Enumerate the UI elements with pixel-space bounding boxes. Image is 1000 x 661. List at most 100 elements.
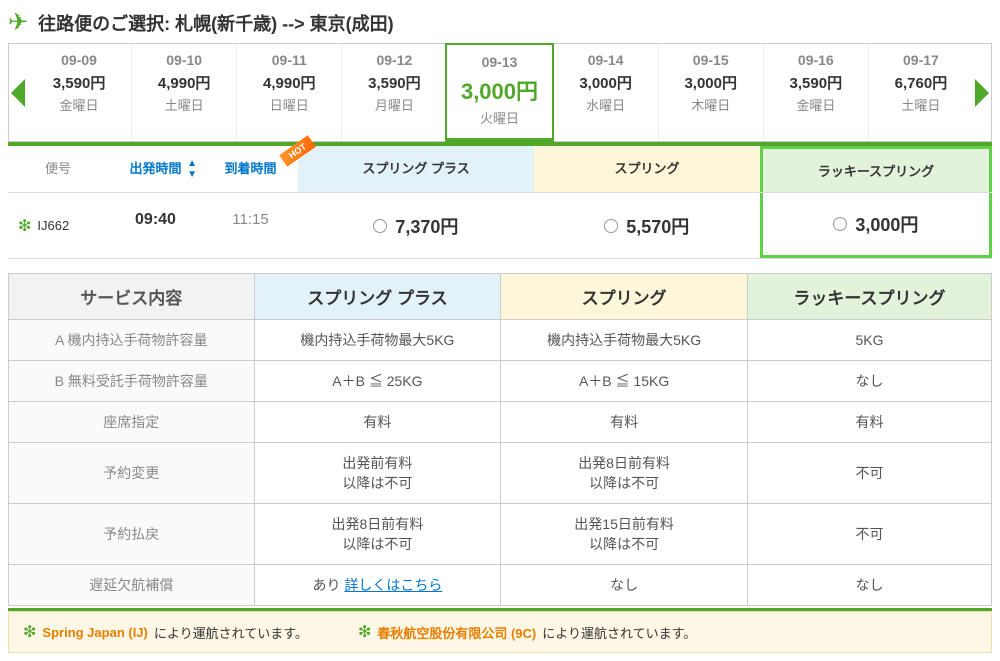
date-dow: 月曜日 (344, 95, 444, 114)
table-row: 予約払戻出発8日前有料以降は不可出発15日前有料以降は不可不可 (9, 504, 992, 565)
svc-lucky: 5KG (747, 320, 991, 361)
col-flight-no: 便号 (8, 146, 108, 192)
fare-plus[interactable]: 7,370円 (298, 193, 534, 258)
date-label: 09-17 (871, 52, 971, 68)
operator-ij: ❇ Spring Japan (IJ) により運航されています。 (23, 622, 308, 642)
date-price: 3,590円 (344, 72, 444, 93)
table-row: B 無料受託手荷物許容量A＋B ≦ 25KGA＋B ≦ 15KGなし (9, 361, 992, 402)
sort-indicator-icon: ▲▼ (187, 158, 197, 180)
svc-label: 遅延欠航補償 (9, 565, 255, 606)
date-label: 09-16 (766, 52, 866, 68)
svc-spring: なし (501, 565, 748, 606)
svc-spring: 有料 (501, 402, 748, 443)
svc-spring: 出発15日前有料以降は不可 (501, 504, 748, 565)
svc-lucky: 有料 (747, 402, 991, 443)
col-spring-plus: HOT スプリング プラス (298, 146, 534, 192)
detail-link[interactable]: 詳しくはこちら (344, 577, 442, 593)
date-cell[interactable]: 09-143,000円水曜日 (553, 44, 658, 141)
operator-name: Spring Japan (IJ) (42, 625, 147, 640)
svc-lucky: なし (747, 565, 991, 606)
date-cell[interactable]: 09-17 6,760円土曜日 (868, 44, 973, 141)
flight-departure: 09:40 (108, 193, 203, 258)
svc-plus: A＋B ≦ 25KG (254, 361, 501, 402)
operator-9c: ❇ 春秋航空股份有限公司 (9C) により運航されています。 (358, 622, 696, 642)
route-prefix: 往路便のご選択: (38, 14, 170, 34)
date-dow: 金曜日 (766, 95, 866, 114)
prev-dates-arrow[interactable] (9, 44, 27, 141)
date-label: 09-09 (29, 52, 129, 68)
leaf-icon: ❇ (23, 622, 36, 642)
fare-plus-price: 7,370円 (395, 213, 458, 239)
route-to: 東京(成田) (310, 14, 394, 34)
date-price: 3,590円 (766, 72, 866, 93)
date-price: 3,590円 (29, 72, 129, 93)
operator-suffix: により運航されています。 (154, 623, 308, 642)
svc-spring: 機内持込手荷物最大5KG (501, 320, 748, 361)
date-cell[interactable]: 09-104,990円土曜日 (131, 44, 236, 141)
table-row: 遅延欠航補償あり 詳しくはこちらなしなし (9, 565, 992, 606)
fare-lucky[interactable]: 3,000円 (760, 193, 992, 258)
svc-lucky: 不可 (747, 504, 991, 565)
col-departure[interactable]: 出発時間 ▲▼ (108, 146, 203, 192)
date-label: 09-13 (449, 54, 549, 70)
date-selector: 09-093,590円金曜日09-104,990円土曜日09-114,990円日… (8, 43, 992, 142)
date-dow: 土曜日 (134, 95, 234, 114)
date-dow: 日曜日 (239, 95, 339, 114)
date-label: 09-12 (344, 52, 444, 68)
date-dow: 火曜日 (449, 108, 549, 127)
flight-code-cell: ❇IJ662 (8, 193, 108, 258)
svc-col-plus: スプリング プラス (254, 274, 501, 320)
date-price: 3,000円 (556, 72, 656, 93)
date-price: 4,990円 (134, 72, 234, 93)
next-dates-arrow[interactable] (973, 44, 991, 141)
svc-label: 予約払戻 (9, 504, 255, 565)
date-cell[interactable]: 09-114,990円日曜日 (236, 44, 341, 141)
leaf-icon: ❇ (358, 622, 371, 642)
date-label: 09-15 (661, 52, 761, 68)
flight-code: IJ662 (37, 218, 69, 233)
svc-col-spring: スプリング (501, 274, 748, 320)
svc-label: 予約変更 (9, 443, 255, 504)
date-price: 3,000円 (449, 74, 549, 106)
date-cell[interactable]: 09-13 3,000円火曜日 (445, 43, 553, 142)
date-cell[interactable]: 09-09 3,590円金曜日 (27, 44, 131, 141)
svc-spring: A＋B ≦ 15KG (501, 361, 748, 402)
date-cell[interactable]: 09-16 3,590円金曜日 (763, 44, 868, 141)
table-row: 座席指定有料有料有料 (9, 402, 992, 443)
svc-plus: 出発8日前有料以降は不可 (254, 504, 501, 565)
date-price: 4,990円 (239, 72, 339, 93)
svc-header: サービス内容 (9, 274, 255, 320)
flight-arrival: 11:15 (203, 193, 298, 258)
date-label: 09-14 (556, 52, 656, 68)
operator-suffix: により運航されています。 (542, 623, 696, 642)
fare-header-row: 便号 出発時間 ▲▼ 到着時間 HOT スプリング プラス スプリング ラッキー… (8, 146, 992, 193)
operators-notice: ❇ Spring Japan (IJ) により運航されています。 ❇ 春秋航空股… (8, 611, 992, 653)
svc-label: 座席指定 (9, 402, 255, 443)
date-dow: 金曜日 (29, 95, 129, 114)
svc-label: A 機内持込手荷物許容量 (9, 320, 255, 361)
service-table: サービス内容 スプリング プラス スプリング ラッキースプリング A 機内持込手… (8, 273, 992, 606)
date-cell[interactable]: 09-12 3,590円月曜日 (341, 44, 446, 141)
fare-spring[interactable]: 5,570円 (534, 193, 760, 258)
svc-spring: 出発8日前有料以降は不可 (501, 443, 748, 504)
date-dow: 土曜日 (871, 95, 971, 114)
svc-col-lucky: ラッキースプリング (747, 274, 991, 320)
date-dow: 木曜日 (661, 95, 761, 114)
col-lucky: ラッキースプリング (760, 146, 992, 192)
svc-plus: 出発前有料以降は不可 (254, 443, 501, 504)
col-spring: スプリング (534, 146, 760, 192)
radio-icon[interactable] (373, 219, 387, 233)
fare-lucky-price: 3,000円 (855, 211, 918, 237)
svc-label: B 無料受託手荷物許容量 (9, 361, 255, 402)
plane-icon: ✈ (8, 8, 28, 37)
route-header: ✈ 往路便のご選択: 札幌(新千歳) --> 東京(成田) (8, 8, 992, 37)
date-price: 6,760円 (871, 72, 971, 93)
table-row: 予約変更出発前有料以降は不可出発8日前有料以降は不可不可 (9, 443, 992, 504)
radio-icon[interactable] (833, 217, 847, 231)
operator-name: 春秋航空股份有限公司 (9C) (377, 623, 536, 642)
radio-icon[interactable] (604, 219, 618, 233)
date-cell[interactable]: 09-153,000円木曜日 (658, 44, 763, 141)
route-title: 往路便のご選択: 札幌(新千歳) --> 東京(成田) (38, 10, 394, 36)
fare-spring-price: 5,570円 (626, 213, 689, 239)
svc-plus: 有料 (254, 402, 501, 443)
